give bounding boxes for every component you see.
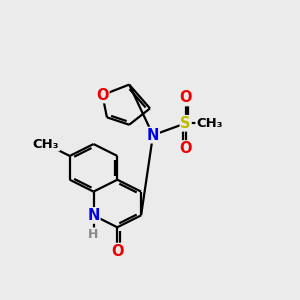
- Text: N: N: [87, 208, 100, 223]
- Text: S: S: [180, 116, 191, 131]
- Text: H: H: [88, 228, 99, 241]
- Text: CH₃: CH₃: [33, 138, 59, 151]
- Text: O: O: [96, 88, 109, 103]
- Text: O: O: [111, 244, 124, 259]
- Text: O: O: [179, 91, 192, 106]
- Text: O: O: [179, 141, 192, 156]
- Text: CH₃: CH₃: [196, 117, 223, 130]
- Text: N: N: [147, 128, 159, 142]
